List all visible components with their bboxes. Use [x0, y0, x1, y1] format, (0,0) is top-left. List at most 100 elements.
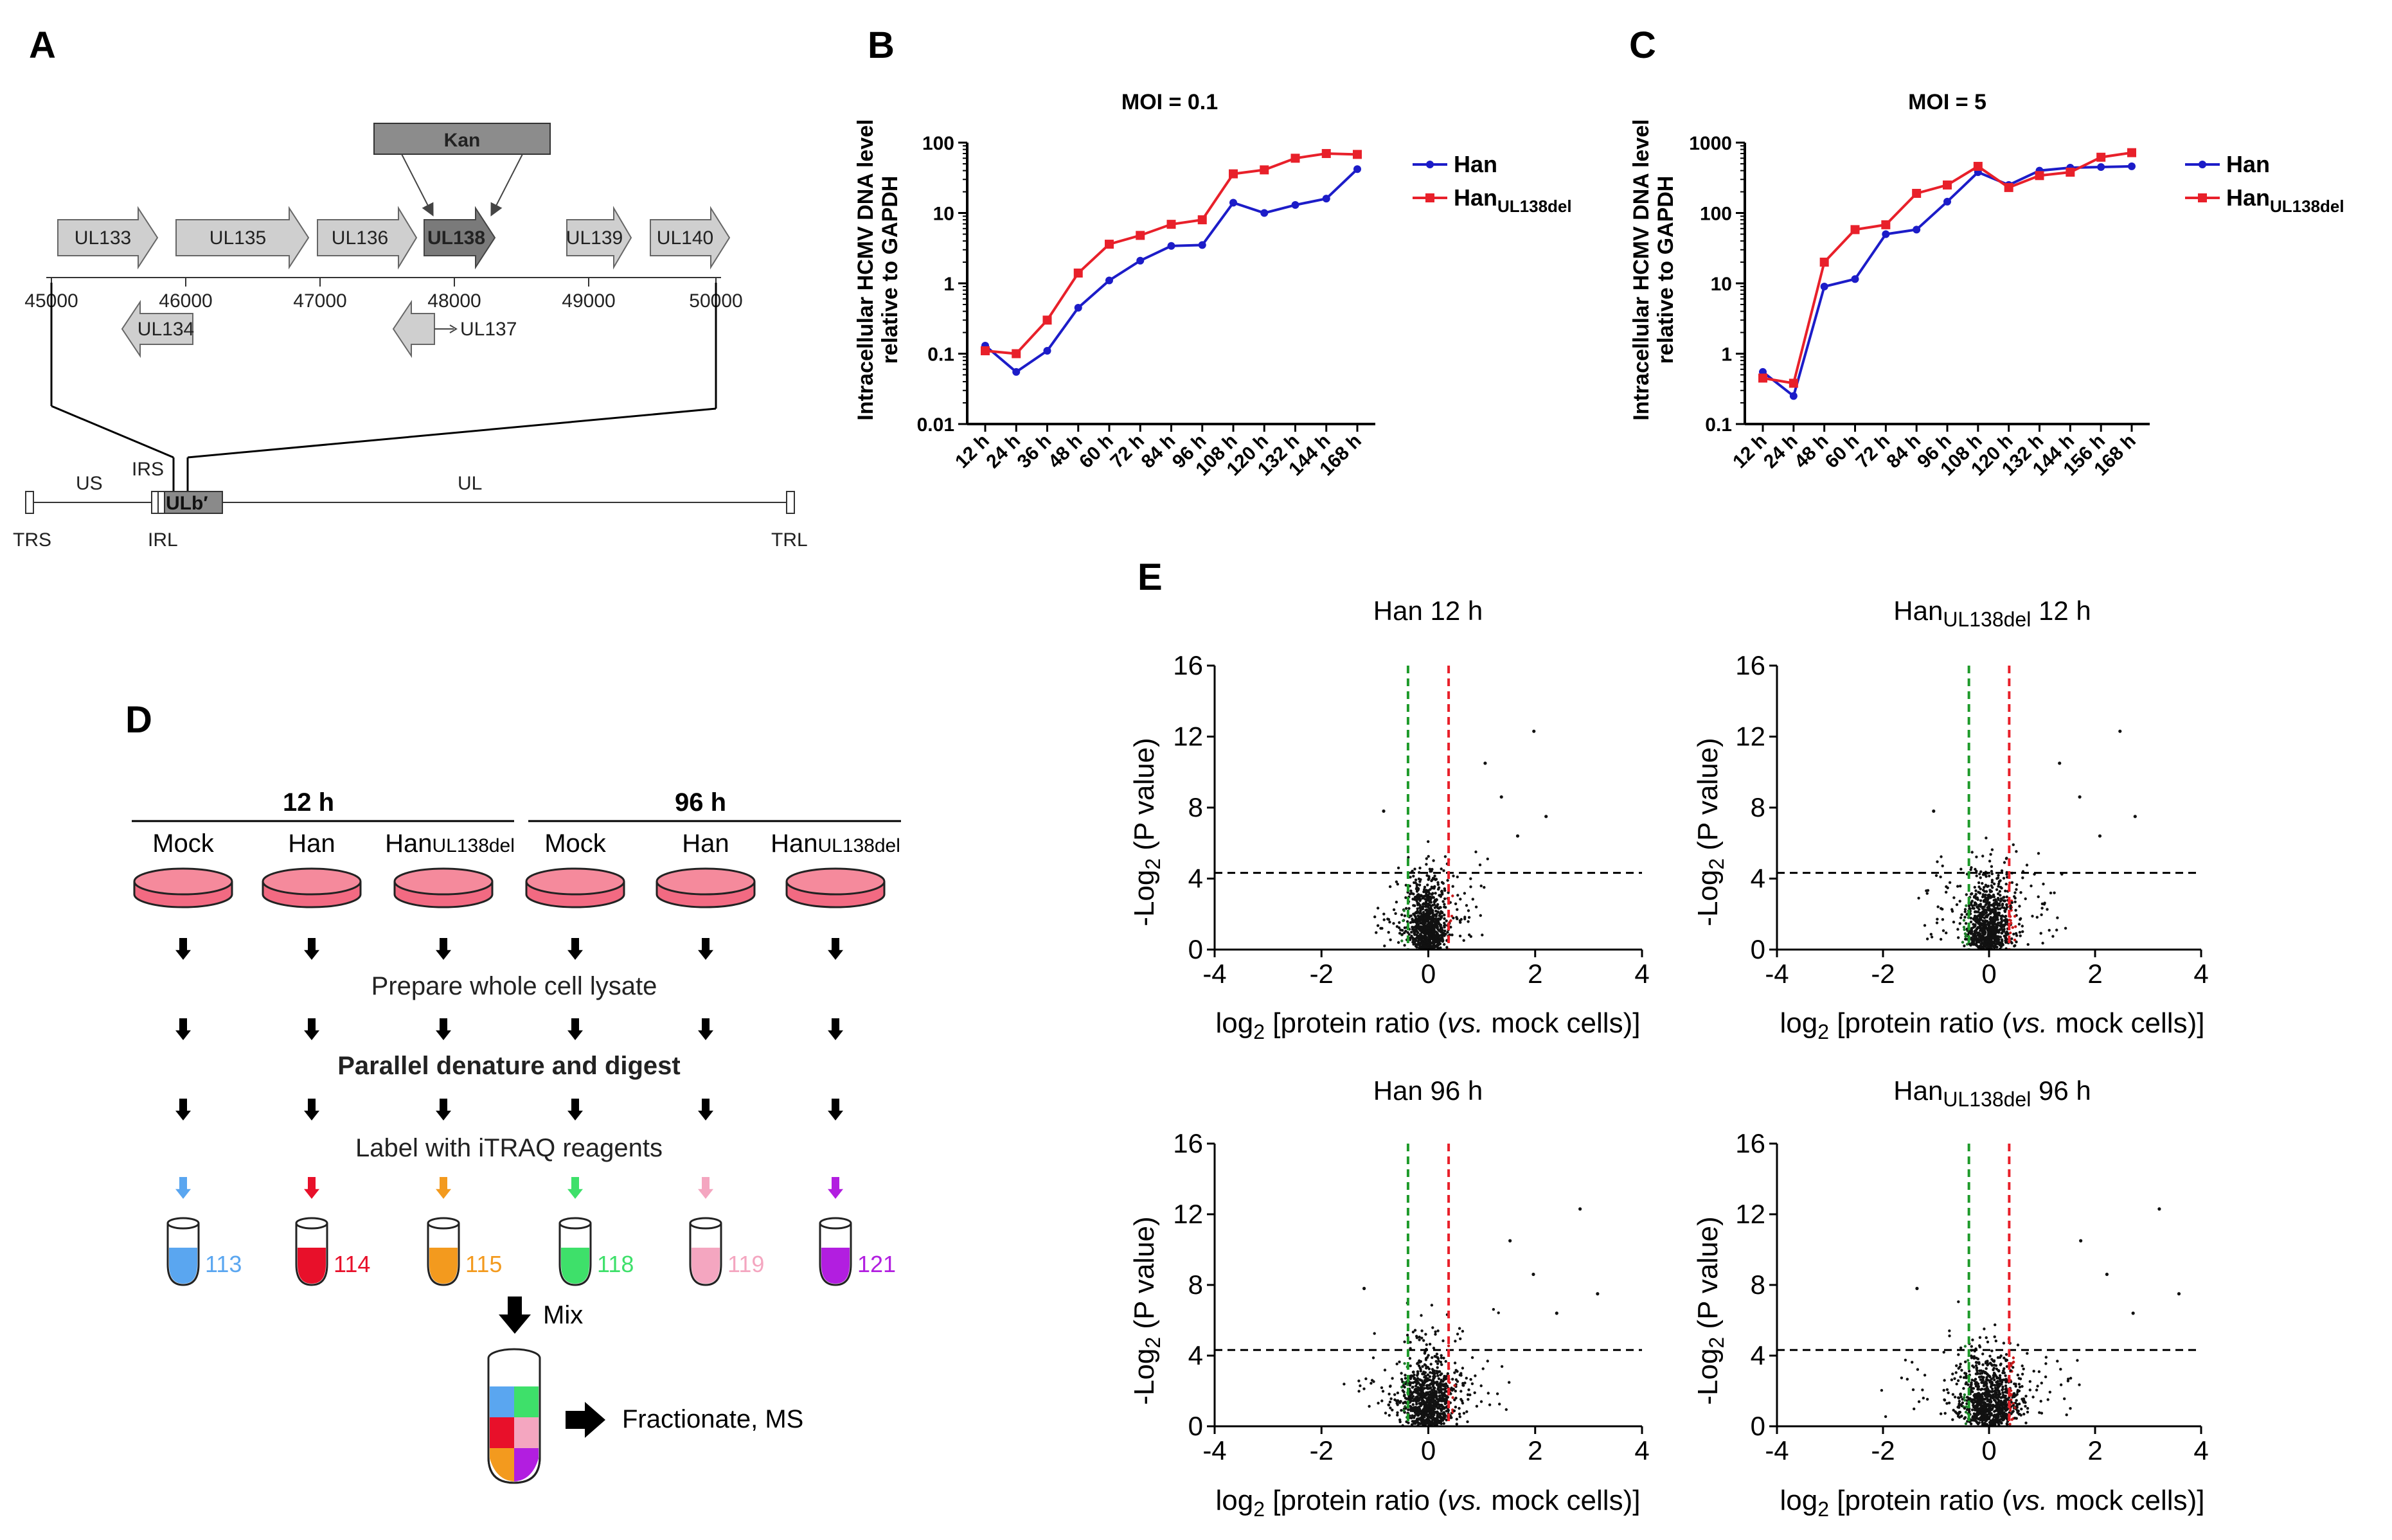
kan-insert-arrow-right	[490, 154, 523, 217]
chart-b-ytick-label: 10	[933, 204, 954, 225]
chart-c-point-ul138del	[2035, 171, 2044, 181]
volcano-e2-point	[1965, 904, 1968, 907]
volcano-e2-point	[1930, 935, 1934, 939]
volcano-e3-point	[1462, 1412, 1466, 1415]
volcano-e4-point	[1979, 1404, 1983, 1407]
volcano-e1-point	[1440, 867, 1443, 871]
volcano-e3-point	[1421, 1384, 1424, 1387]
volcano-e3-point	[1389, 1397, 1393, 1401]
volcano-e3-point	[1458, 1327, 1461, 1330]
volcano-e2-point	[2015, 888, 2018, 891]
volcano-e2-point	[1986, 938, 1990, 941]
volcano-e2-point	[1997, 939, 2000, 943]
volcano-e2-point	[2031, 914, 2034, 918]
volcano-e4-point	[1913, 1407, 1916, 1411]
sample-label-3: HanUL138del	[385, 829, 515, 858]
volcano-e2-point	[2008, 931, 2012, 935]
volcano-e4-point	[1984, 1391, 1987, 1394]
volcano-e4-point	[1951, 1418, 1954, 1421]
volcano-e1-point	[1400, 939, 1404, 943]
volcano-e4-point	[2028, 1380, 2031, 1383]
volcano-e2-point	[1981, 923, 1985, 926]
volcano-e4-point	[1911, 1388, 1915, 1392]
volcano-e3-point	[1388, 1392, 1391, 1395]
volcano-e2-point	[1990, 925, 1993, 928]
zoom-line-right	[187, 407, 717, 459]
volcano-e2-point	[2000, 869, 2004, 872]
volcano-e4-point	[1951, 1393, 1955, 1396]
volcano-e4-point	[1973, 1398, 1976, 1401]
volcano-e2-point	[1985, 836, 1988, 840]
volcano-e1-point	[1425, 941, 1429, 944]
volcano-e3-point	[1453, 1371, 1456, 1374]
tube-liquid	[429, 1248, 458, 1284]
chart-c-xtick-label: 12 h	[1729, 430, 1771, 473]
volcano-e4-point	[1904, 1358, 1907, 1362]
volcano-e2-point	[2040, 902, 2044, 906]
volcano-e4-point	[1985, 1382, 1988, 1386]
volcano-e2-point	[1989, 853, 1992, 856]
volcano-e1-point	[1443, 855, 1447, 858]
chart-b-point-han	[1322, 195, 1330, 203]
volcano-e4-point	[1922, 1396, 1925, 1400]
chart-c-point-han	[1882, 230, 1890, 238]
volcano-e3-point	[1398, 1360, 1401, 1363]
volcano-e2-point	[1963, 944, 1966, 948]
volcano-e1-point	[1443, 903, 1446, 906]
volcano-e3-point	[1380, 1399, 1384, 1403]
volcano-e3-point	[1411, 1370, 1415, 1374]
gene-label-ul138: UL138	[427, 227, 485, 249]
volcano-e3-point	[1466, 1420, 1469, 1424]
volcano-e3-point	[1453, 1384, 1456, 1387]
volcano-e2-point	[1981, 914, 1985, 917]
volcano-e3-point	[1498, 1403, 1501, 1406]
volcano-e3-point	[1384, 1412, 1388, 1415]
volcano-e2-point	[1959, 916, 1963, 919]
volcano-e1-point	[1413, 904, 1416, 907]
volcano-e2-point	[2064, 926, 2067, 930]
volcano-e4-outlier-point	[2157, 1207, 2161, 1211]
chart-b-point-han	[1229, 199, 1237, 207]
volcano-e4-point	[2016, 1390, 2019, 1394]
panel-d-workflow: D 12 h 96 h Mock Han HanUL138del Mock Ha…	[125, 699, 901, 1484]
volcano-e4-point	[2039, 1399, 2042, 1403]
volcano-e1-point	[1467, 920, 1470, 923]
volcano-e1-point	[1456, 908, 1459, 911]
volcano-e1-point	[1456, 875, 1459, 879]
volcano-e2-point	[1940, 907, 1943, 910]
volcano-e2-point	[1923, 924, 1927, 927]
volcano-e1-point	[1436, 910, 1440, 914]
volcano-e1-point	[1440, 881, 1444, 884]
volcano-e1-xtick-label: 2	[1528, 959, 1542, 989]
volcano-e1-point	[1434, 878, 1437, 881]
volcano-e2-point	[2024, 897, 2027, 901]
volcano-e4-point	[1950, 1378, 1954, 1381]
volcano-e2-point	[1983, 886, 1986, 889]
volcano-e4-point	[1948, 1329, 1951, 1332]
volcano-e4-point	[1978, 1336, 1982, 1339]
volcano-e3-point	[1368, 1404, 1371, 1408]
step-arrow-r1-c5	[698, 938, 713, 960]
volcano-e4-point	[1916, 1368, 1920, 1371]
volcano-e3-point	[1463, 1381, 1467, 1385]
volcano-e1-xtick-label: -2	[1310, 959, 1334, 989]
volcano-e1-point	[1478, 863, 1482, 867]
volcano-e3-point	[1461, 1384, 1465, 1387]
volcano-e4-point	[1880, 1388, 1884, 1392]
volcano-e1-point	[1424, 935, 1427, 939]
mixed-segment-114	[490, 1417, 514, 1448]
volcano-plot-del-96h: HanUL138del 96 h -Log2 (P value) log2 [p…	[1692, 1075, 2209, 1521]
volcano-e4-point	[2015, 1393, 2019, 1396]
chart-c-point-ul138del	[2127, 148, 2136, 157]
volcano-e1-point	[1418, 920, 1422, 923]
volcano-e2-point	[1995, 888, 1999, 891]
volcano-e4-point	[2005, 1422, 2008, 1426]
volcano-e1-point	[1471, 898, 1474, 901]
volcano-e3-point	[1409, 1341, 1412, 1344]
volcano-e2-point	[1972, 934, 1975, 937]
volcano-e3-point	[1428, 1386, 1431, 1390]
step-arrow-r3-c4	[567, 1099, 583, 1120]
volcano-e1-point	[1425, 857, 1428, 860]
volcano-e1-point	[1392, 922, 1395, 925]
volcano-e1-point	[1427, 917, 1431, 921]
